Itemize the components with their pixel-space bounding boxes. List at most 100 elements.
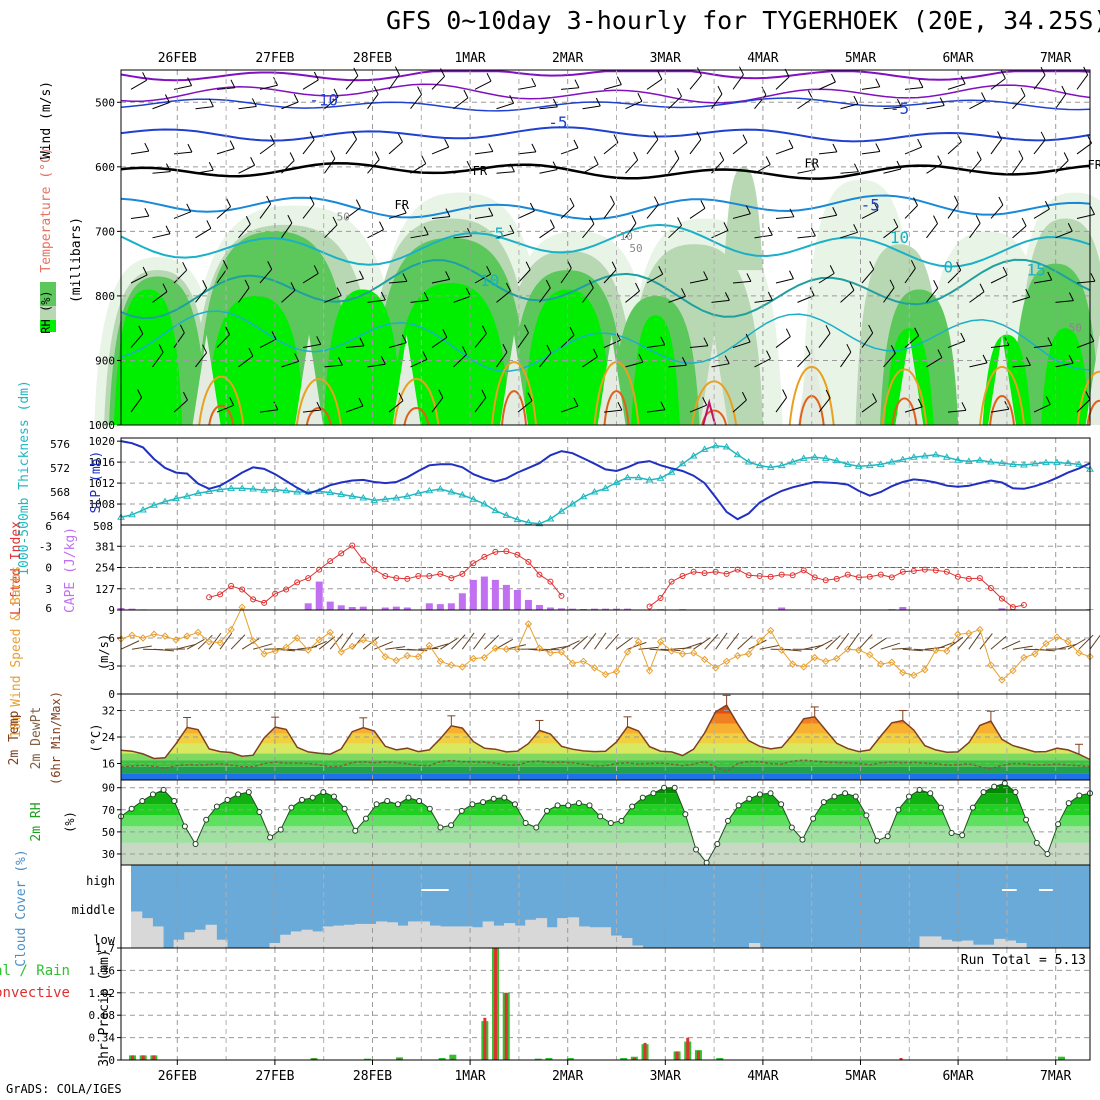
li-marker — [833, 575, 840, 582]
thickness-marker — [964, 457, 973, 464]
wind-barb-flag — [956, 262, 962, 271]
wind-barb-flag — [953, 195, 959, 204]
wind-speed-marker — [866, 651, 874, 659]
thickness-marker — [887, 458, 896, 465]
wind-barb — [388, 342, 407, 349]
wind-barb-flag — [202, 279, 208, 289]
rh2m-marker — [181, 823, 188, 830]
wind-barb-flag — [1018, 150, 1024, 159]
precip-convective-bar — [899, 1058, 903, 1060]
wind-barb-flag — [398, 392, 404, 401]
thickness-marker — [260, 486, 269, 493]
thickness-marker — [425, 486, 434, 494]
rh2m-marker — [820, 799, 827, 806]
wind-barb-flag — [589, 215, 595, 225]
wind-barb — [539, 169, 558, 174]
wind-barb — [883, 168, 902, 174]
wind-barb — [775, 76, 790, 90]
precip-total-bar — [438, 1058, 446, 1060]
isotherm-label: -5 — [548, 113, 567, 132]
wind-barb — [582, 105, 601, 110]
wind-barb-flag — [206, 220, 212, 229]
li-marker — [767, 573, 774, 580]
rh2m-marker — [746, 795, 753, 802]
wind-barb — [302, 79, 319, 90]
wind-barb — [539, 106, 558, 110]
wind-barb-flag — [658, 266, 664, 275]
thickness-marker — [227, 484, 235, 491]
wind-barb — [345, 405, 364, 413]
rh2m-marker — [735, 802, 742, 809]
precip-total-bar — [534, 1058, 542, 1060]
wind-barb-flag — [330, 150, 336, 159]
rh2m-marker — [469, 801, 476, 808]
wind-barb-flag — [422, 351, 428, 360]
wind-barb — [603, 84, 622, 90]
wind-barb-flag — [569, 326, 575, 336]
wind-barb-flag — [933, 215, 938, 224]
wind-barb — [345, 139, 357, 155]
x-tick-label-bottom: 5MAR — [845, 1069, 876, 1084]
li-marker — [371, 566, 378, 573]
wind-barb-flag — [353, 67, 359, 77]
wind-barb-flag — [445, 208, 451, 217]
precip-convective-bar — [152, 1055, 156, 1060]
chart-title: GFS 0~10day 3-hourly for TYGERHOEK (20E,… — [386, 6, 1100, 35]
wind-barb — [238, 287, 250, 303]
wind-barb-flag — [222, 260, 228, 269]
wind-barb-flag — [359, 270, 364, 279]
wind-speed-marker — [480, 653, 489, 662]
rh-region — [113, 289, 183, 425]
rh2m-marker — [394, 801, 401, 808]
wind-barb — [560, 267, 572, 284]
wind-barb-flag — [421, 155, 427, 164]
slp-tick-label: 1020 — [89, 435, 116, 448]
wind-barb — [238, 164, 255, 174]
wind-barb — [990, 408, 1009, 413]
wind-barb-flag — [225, 326, 231, 335]
thickness-marker — [590, 488, 599, 495]
wind-speed-marker — [777, 646, 786, 654]
thickness-marker — [293, 488, 302, 495]
cape-bar — [778, 607, 786, 610]
rh2m-marker — [341, 805, 348, 812]
wind-barb — [560, 147, 579, 155]
isotherm-line — [120, 97, 1091, 112]
cape-tick-label: 381 — [95, 540, 115, 553]
wind-barb — [926, 223, 938, 239]
wind-barb — [472, 632, 486, 650]
li-axis-label: Lifted Index — [9, 521, 24, 615]
wind-barb-flag — [142, 266, 148, 276]
wind-barb-flag — [267, 261, 273, 270]
wind-barb — [715, 632, 728, 650]
wind-barb — [496, 232, 514, 239]
wind-barb-flag — [588, 279, 594, 289]
rh2m-marker — [543, 807, 550, 814]
wind-barb-flag — [635, 282, 640, 292]
wind-barb — [186, 638, 205, 650]
wind-speed-marker — [568, 659, 577, 667]
isotherm-label: 5 — [495, 224, 505, 243]
wind-barb — [649, 648, 670, 651]
wind-speed-marker — [943, 647, 951, 655]
thickness-marker — [1009, 460, 1017, 467]
wind-barb-flag — [229, 397, 235, 406]
wind-barb — [259, 84, 278, 90]
rh2m-marker — [756, 791, 763, 798]
wind-barb — [583, 633, 597, 650]
thickness-marker — [667, 468, 676, 475]
wind-barb — [797, 235, 816, 239]
wind-barb — [646, 78, 663, 90]
li-marker — [492, 548, 499, 555]
wind-barb-flag — [186, 203, 192, 213]
credit-label: GrADS: COLA/IGES — [6, 1082, 122, 1096]
wind-barb-flag — [524, 324, 529, 334]
thickness-marker — [238, 484, 247, 491]
rh2m-marker — [128, 805, 135, 812]
thickness-marker — [942, 453, 951, 460]
rh2m-marker — [1023, 816, 1030, 823]
wind-speed-marker — [921, 666, 929, 674]
wind-barb — [561, 640, 580, 650]
temp-band — [121, 760, 1090, 767]
wind-barb — [711, 93, 723, 110]
